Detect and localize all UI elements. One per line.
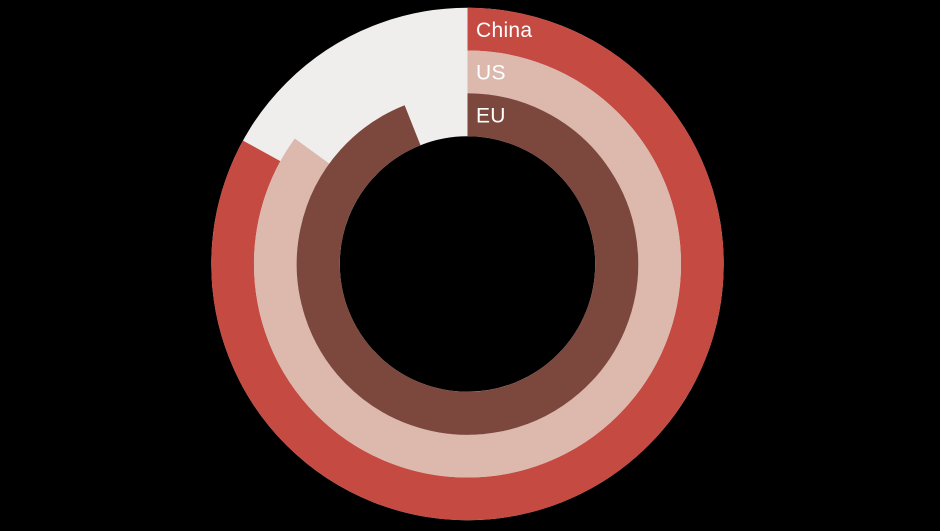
ring-arc-us	[254, 50, 681, 478]
ring-arc-china	[211, 7, 724, 521]
ring-label-china: China	[476, 19, 532, 42]
ring-label-eu: EU	[476, 104, 506, 127]
ring-arc-eu	[296, 93, 639, 435]
ring-label-us: US	[476, 62, 506, 85]
